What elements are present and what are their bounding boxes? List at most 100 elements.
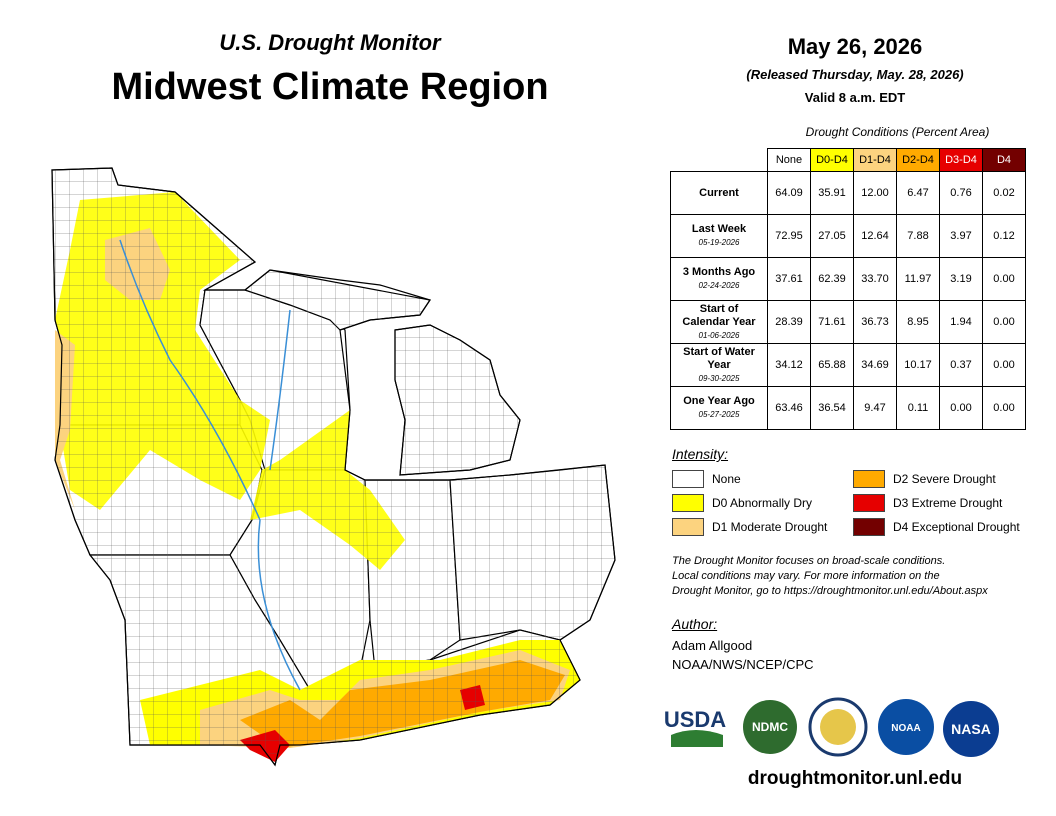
doc-seal-inner bbox=[820, 709, 856, 745]
cell: 11.97 bbox=[896, 257, 940, 301]
row-label: One Year Ago 05-27-2025 bbox=[670, 386, 768, 430]
legend-item: D1 Moderate Drought bbox=[672, 518, 827, 536]
row-date: 02-24-2026 bbox=[698, 281, 740, 290]
cell: 0.02 bbox=[982, 171, 1026, 215]
ndmc-logo: NDMC bbox=[752, 720, 788, 734]
legend-item: None bbox=[672, 470, 741, 488]
row: Start of Calendar Year 01-06-2026 28.39 71.… bbox=[670, 300, 1026, 344]
row-label: Start of Calendar Year 01-06-2026 bbox=[670, 300, 768, 344]
map bbox=[51, 167, 616, 767]
cell: 64.09 bbox=[767, 171, 811, 215]
row-name: Start of Water Year bbox=[683, 345, 755, 371]
column-header: D1-D4 bbox=[853, 148, 897, 172]
row-date: 05-19-2026 bbox=[698, 238, 740, 247]
row-date: 09-30-2025 bbox=[698, 373, 740, 383]
cell: 0.00 bbox=[982, 386, 1026, 430]
column-header: D4 bbox=[982, 148, 1026, 172]
cell: 0.11 bbox=[896, 386, 940, 430]
row-date: 05-27-2025 bbox=[698, 410, 740, 419]
nasa-badge bbox=[943, 701, 999, 757]
cell: 34.69 bbox=[853, 343, 897, 387]
legend-label: D2 Severe Drought bbox=[893, 472, 996, 486]
cell: 12.64 bbox=[853, 214, 897, 258]
cell: 62.39 bbox=[810, 257, 854, 301]
row: Current 64.09 35.91 12.00 6.47 0.76 0.02 bbox=[670, 171, 1026, 215]
note-line: Local conditions may vary. For more info… bbox=[672, 570, 940, 582]
cell: 0.37 bbox=[939, 343, 983, 387]
ndmc-badge bbox=[743, 700, 797, 754]
row-name: Current bbox=[699, 186, 739, 199]
legend-item: D0 Abnormally Dry bbox=[672, 494, 812, 512]
note: The Drought Monitor focuses on broad-sca… bbox=[672, 554, 988, 599]
row-date: 01-06-2026 bbox=[698, 330, 740, 340]
cell: 71.61 bbox=[810, 300, 854, 344]
cell: 33.70 bbox=[853, 257, 897, 301]
cell: 28.39 bbox=[767, 300, 811, 344]
cell: 6.47 bbox=[896, 171, 940, 215]
row: One Year Ago 05-27-2025 63.46 36.54 9.47 0.11… bbox=[670, 386, 1026, 430]
county-grid bbox=[51, 167, 616, 767]
title: Midwest Climate Region bbox=[111, 66, 549, 108]
row: Start of Water Year 09-30-2025 34.12 65.88 3… bbox=[670, 343, 1026, 387]
row-name: Last Week bbox=[691, 223, 747, 235]
cell: 0.00 bbox=[982, 343, 1026, 387]
usda-logo: USDA bbox=[665, 707, 726, 732]
cell: 3.19 bbox=[939, 257, 983, 301]
legend-swatch bbox=[672, 470, 704, 488]
row-name: One Year Ago bbox=[683, 395, 755, 407]
legend-label: None bbox=[712, 472, 741, 486]
cell: 34.12 bbox=[767, 343, 811, 387]
logos: USDA NDMC NOAA NASA bbox=[665, 697, 999, 757]
released: (Released Thursday, May. 28, 2026) bbox=[746, 67, 964, 82]
row-name: 3 Months Ago bbox=[682, 266, 756, 278]
header-row: None D0-D4 D1-D4 D2-D4 D3-D4 D4 bbox=[670, 148, 1026, 172]
cell: 10.17 bbox=[896, 343, 940, 387]
column-header: D3-D4 bbox=[939, 148, 983, 172]
column-header: None bbox=[767, 148, 811, 172]
column-header: D2-D4 bbox=[896, 148, 940, 172]
legend-item: D3 Extreme Drought bbox=[853, 494, 1002, 512]
note-line: Drought Monitor, go to https://droughtmo… bbox=[672, 585, 988, 597]
row: 3 Months Ago 02-24-2026 37.61 62.39 33.70 11.… bbox=[670, 257, 1026, 301]
river bbox=[119, 239, 301, 691]
cell: 12.00 bbox=[853, 171, 897, 215]
cell: 0.12 bbox=[982, 214, 1026, 258]
row-label: Start of Water Year 09-30-2025 bbox=[670, 343, 768, 387]
cell: 7.88 bbox=[896, 214, 940, 258]
row-name: Start of Calendar Year bbox=[682, 302, 756, 328]
cell: 36.54 bbox=[810, 386, 854, 430]
corner bbox=[670, 148, 768, 172]
cell: 36.73 bbox=[853, 300, 897, 344]
cell: 3.97 bbox=[939, 214, 983, 258]
cell: 63.46 bbox=[767, 386, 811, 430]
legend-item: D2 Severe Drought bbox=[853, 470, 996, 488]
stats-table: None D0-D4 D1-D4 D2-D4 D3-D4 D4 Current 64.09 35… bbox=[670, 148, 1026, 430]
legend-item: D4 Exceptional Drought bbox=[853, 518, 1020, 536]
region-outline bbox=[51, 167, 616, 767]
column-header: D0-D4 bbox=[810, 148, 854, 172]
legend-label: D3 Extreme Drought bbox=[893, 496, 1003, 510]
legend-swatch bbox=[853, 518, 885, 536]
row-label: 3 Months Ago 02-24-2026 bbox=[670, 257, 768, 301]
cell: 27.05 bbox=[810, 214, 854, 258]
legend-swatch bbox=[853, 494, 885, 512]
legend-swatch bbox=[672, 494, 704, 512]
cell: 72.95 bbox=[767, 214, 811, 258]
cell: 1.94 bbox=[939, 300, 983, 344]
cell: 0.00 bbox=[982, 300, 1026, 344]
author-name: Adam Allgood bbox=[672, 638, 753, 653]
nasa-logo: NASA bbox=[951, 721, 991, 737]
noaa-badge bbox=[878, 699, 934, 755]
valid: Valid 8 a.m. EDT bbox=[804, 90, 906, 105]
author-org: NOAA/NWS/NCEP/CPC bbox=[672, 657, 814, 672]
cell: 35.91 bbox=[810, 171, 854, 215]
note-line: The Drought Monitor focuses on broad-sca… bbox=[672, 555, 946, 567]
date: May 26, 2026 bbox=[787, 34, 923, 59]
noaa-logo: NOAA bbox=[891, 723, 920, 734]
subtitle: U.S. Drought Monitor bbox=[219, 30, 441, 55]
row-label: Last Week 05-19-2026 bbox=[670, 214, 768, 258]
cell: 0.76 bbox=[939, 171, 983, 215]
legend-swatch bbox=[853, 470, 885, 488]
cell: 9.47 bbox=[853, 386, 897, 430]
